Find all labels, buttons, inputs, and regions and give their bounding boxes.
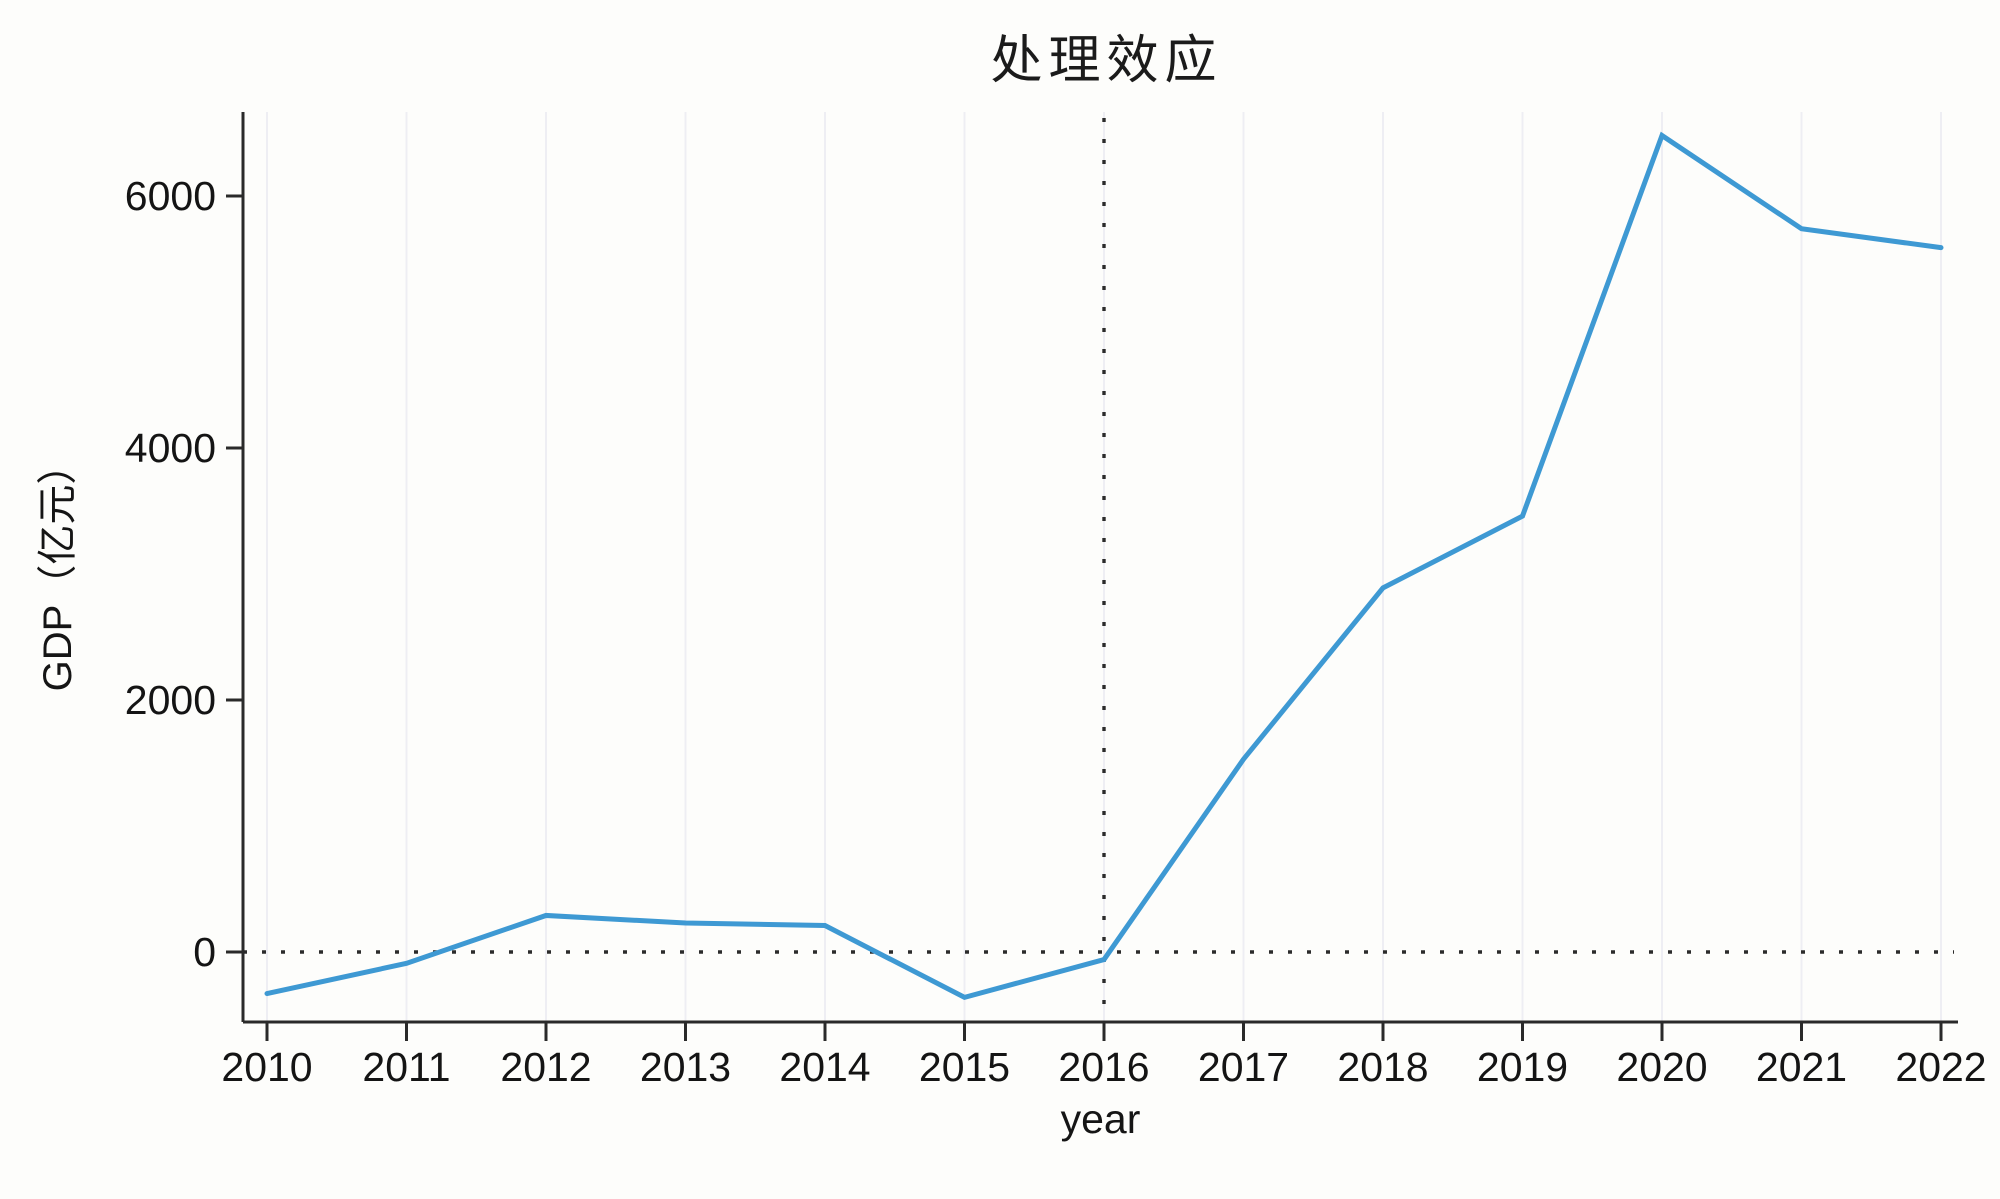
y-tick-label: 2000 <box>125 677 216 723</box>
x-tick-label: 2012 <box>500 1044 591 1090</box>
x-axis-title: year <box>1060 1096 1141 1142</box>
y-tick-label: 0 <box>193 929 216 975</box>
x-tick-label: 2022 <box>1895 1044 1986 1090</box>
y-tick-label: 6000 <box>125 173 216 219</box>
y-tick-label: 4000 <box>125 425 216 471</box>
x-tick-label: 2019 <box>1477 1044 1568 1090</box>
x-tick-label: 2015 <box>919 1044 1010 1090</box>
x-tick-label: 2016 <box>1058 1044 1149 1090</box>
x-tick-label: 2010 <box>221 1044 312 1090</box>
x-tick-label: 2021 <box>1756 1044 1847 1090</box>
x-tick-label: 2011 <box>362 1044 450 1090</box>
x-tick-label: 2013 <box>640 1044 731 1090</box>
x-tick-label: 2014 <box>779 1044 870 1090</box>
chart-title: 处理效应 <box>990 33 1223 90</box>
x-tick-label: 2020 <box>1616 1044 1707 1090</box>
x-tick-label: 2018 <box>1337 1044 1428 1090</box>
gdp-effect-line-series <box>264 131 1944 1001</box>
x-tick-label: 2017 <box>1198 1044 1289 1090</box>
